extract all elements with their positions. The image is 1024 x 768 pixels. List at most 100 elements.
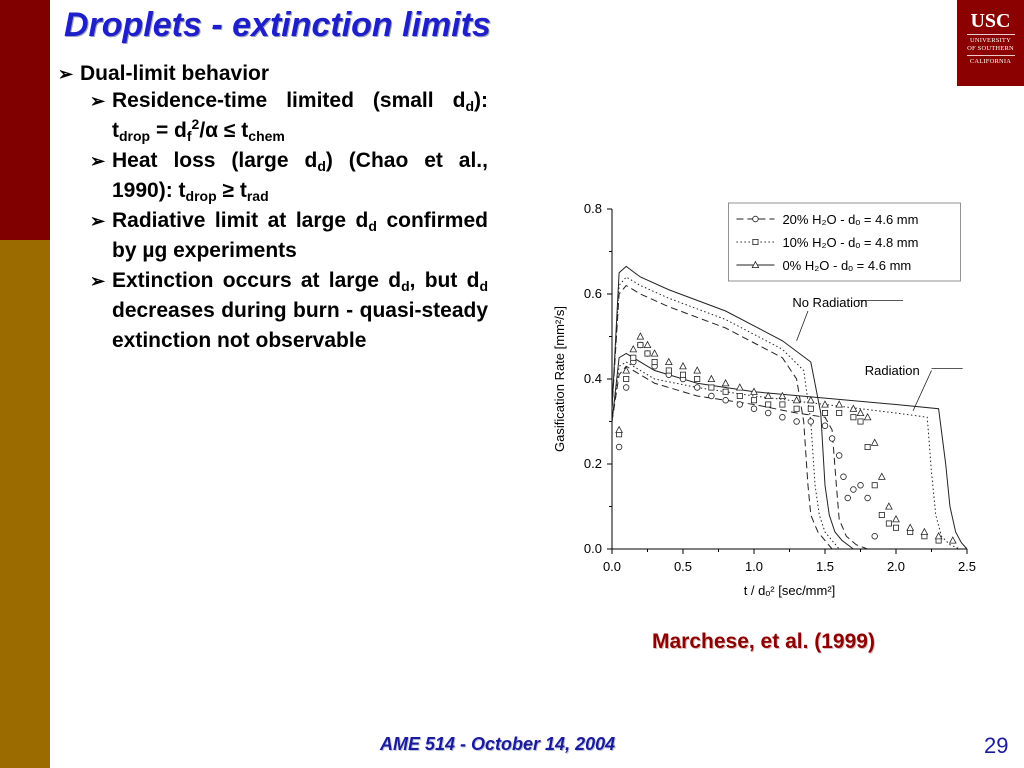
usc-logo-line2: OF SOUTHERN: [967, 45, 1014, 52]
data-point-triangle: [650, 349, 659, 357]
data-point-circle: [840, 473, 847, 480]
data-point-square: [665, 367, 672, 374]
annotation-pointer: [796, 310, 809, 341]
series-line: [611, 265, 854, 550]
data-point-triangle: [750, 387, 758, 395]
usc-logo: USC UNIVERSITY OF SOUTHERN CALIFORNIA: [957, 0, 1024, 86]
data-point-triangle: [751, 260, 760, 268]
sub-bullet-radiative-limit: Radiative limit at large dd confirmed by…: [90, 206, 488, 266]
data-point-circle: [764, 409, 772, 417]
data-point-square: [878, 511, 885, 518]
annotation-radiation: Radiation: [865, 363, 920, 378]
data-point-circle: [836, 452, 843, 459]
data-point-triangle: [892, 515, 900, 523]
sub-bullet-text: Radiative limit at large dd confirmed by…: [112, 209, 488, 262]
data-point-triangle: [856, 408, 865, 417]
data-point-circle: [850, 486, 857, 493]
usc-logo-line1: UNIVERSITY: [970, 37, 1011, 44]
sub-bullet-text: Extinction occurs at large dd, but dd de…: [112, 269, 488, 352]
data-point-square: [779, 401, 786, 408]
data-point-triangle: [778, 391, 787, 400]
bullet-list: Dual-limit behavior Residence-time limit…: [58, 62, 488, 356]
data-point-circle: [752, 215, 759, 223]
y-tick-label: 0.0: [584, 541, 602, 556]
page-number: 29: [984, 733, 1009, 758]
data-point-circle: [828, 435, 836, 442]
data-point-square: [807, 405, 814, 412]
data-point-square: [752, 239, 759, 246]
data-point-circle: [871, 533, 878, 540]
x-tick-label: 2.0: [887, 559, 905, 574]
data-point-circle: [615, 443, 623, 451]
y-tick-label: 0.6: [584, 286, 602, 301]
data-point-triangle: [934, 532, 943, 540]
data-point-triangle: [693, 366, 702, 374]
arrow-bullet-icon: [90, 146, 112, 206]
data-point-circle: [693, 384, 701, 391]
data-point-triangle: [707, 374, 716, 383]
usc-logo-text: USC: [970, 10, 1011, 32]
legend-box: [728, 202, 961, 282]
data-point-square: [651, 358, 658, 365]
x-tick-label: 0.5: [674, 559, 692, 574]
series-line: [611, 284, 833, 550]
footer-text: AME 514 - October 14, 2004: [380, 734, 616, 754]
usc-logo-rule: [966, 34, 1015, 35]
bullet-text: Dual-limit behavior: [80, 62, 270, 85]
usc-logo-line3: CALIFORNIA: [969, 58, 1012, 65]
data-point-triangle: [615, 425, 623, 434]
gasification-rate-chart: 0.0 0.5 1.0 1.5 2.0 2.5 0.0 0.2 0.4 0.6 0.8 t / dₒ²…: [552, 201, 976, 598]
data-point-triangle: [885, 502, 893, 510]
arrow-bullet-icon: [90, 206, 112, 266]
x-tick-label: 1.0: [745, 559, 763, 574]
data-point-triangle: [906, 523, 915, 531]
data-point-square: [736, 392, 743, 399]
y-tick-label: 0.8: [584, 201, 602, 216]
data-point-triangle: [870, 438, 879, 446]
data-point-triangle: [664, 357, 673, 366]
data-point-square: [821, 409, 828, 416]
data-point-square: [850, 414, 857, 421]
annotation-no-radiation: No Radiation: [792, 295, 867, 310]
legend-label: 20% H₂O - dₒ = 4.6 mm: [782, 212, 918, 227]
data-point-square: [637, 341, 644, 348]
data-point-triangle: [948, 536, 957, 544]
data-point-triangle: [721, 379, 730, 387]
citation: Marchese, et al. (1999): [652, 630, 875, 653]
data-point-triangle: [792, 396, 801, 404]
data-point-triangle: [764, 391, 773, 400]
data-point-circle: [864, 494, 871, 502]
annotation-pointer: [912, 370, 932, 412]
data-point-triangle: [643, 340, 652, 349]
series-line: [611, 352, 968, 550]
data-point-triangle: [629, 345, 638, 353]
data-point-triangle: [920, 527, 929, 536]
sub-bullet-text: Residence-time limited (small dd): tdrop…: [112, 89, 488, 144]
data-point-triangle: [849, 404, 858, 412]
data-point-circle: [779, 414, 786, 421]
data-point-triangle: [622, 366, 631, 374]
data-point-triangle: [636, 332, 645, 340]
slide-title: Droplets - extinction limits: [64, 6, 491, 44]
data-point-square: [644, 350, 651, 357]
data-point-square: [892, 524, 899, 531]
arrow-bullet-icon: [90, 266, 112, 356]
sub-bullet-extinction: Extinction occurs at large dd, but dd de…: [90, 266, 488, 356]
x-tick-label: 0.0: [603, 559, 621, 574]
data-point-circle: [793, 418, 800, 425]
arrow-bullet-icon: [58, 62, 80, 86]
bullet-dual-limit: Dual-limit behavior: [58, 62, 488, 86]
left-band-maroon: [0, 0, 50, 240]
data-point-square: [765, 401, 772, 408]
data-point-triangle: [877, 472, 886, 480]
data-point-square: [630, 354, 637, 361]
series-line: [611, 276, 840, 550]
data-point-square: [694, 375, 701, 382]
x-axis-label: t / dₒ² [sec/mm²]: [744, 583, 836, 598]
data-point-circle: [844, 494, 851, 502]
legend-label: 0% H₂O - dₒ = 4.6 mm: [782, 258, 911, 273]
data-point-circle: [821, 422, 829, 429]
data-point-square: [885, 520, 892, 527]
data-point-triangle: [835, 400, 844, 408]
data-point-circle: [708, 392, 715, 400]
